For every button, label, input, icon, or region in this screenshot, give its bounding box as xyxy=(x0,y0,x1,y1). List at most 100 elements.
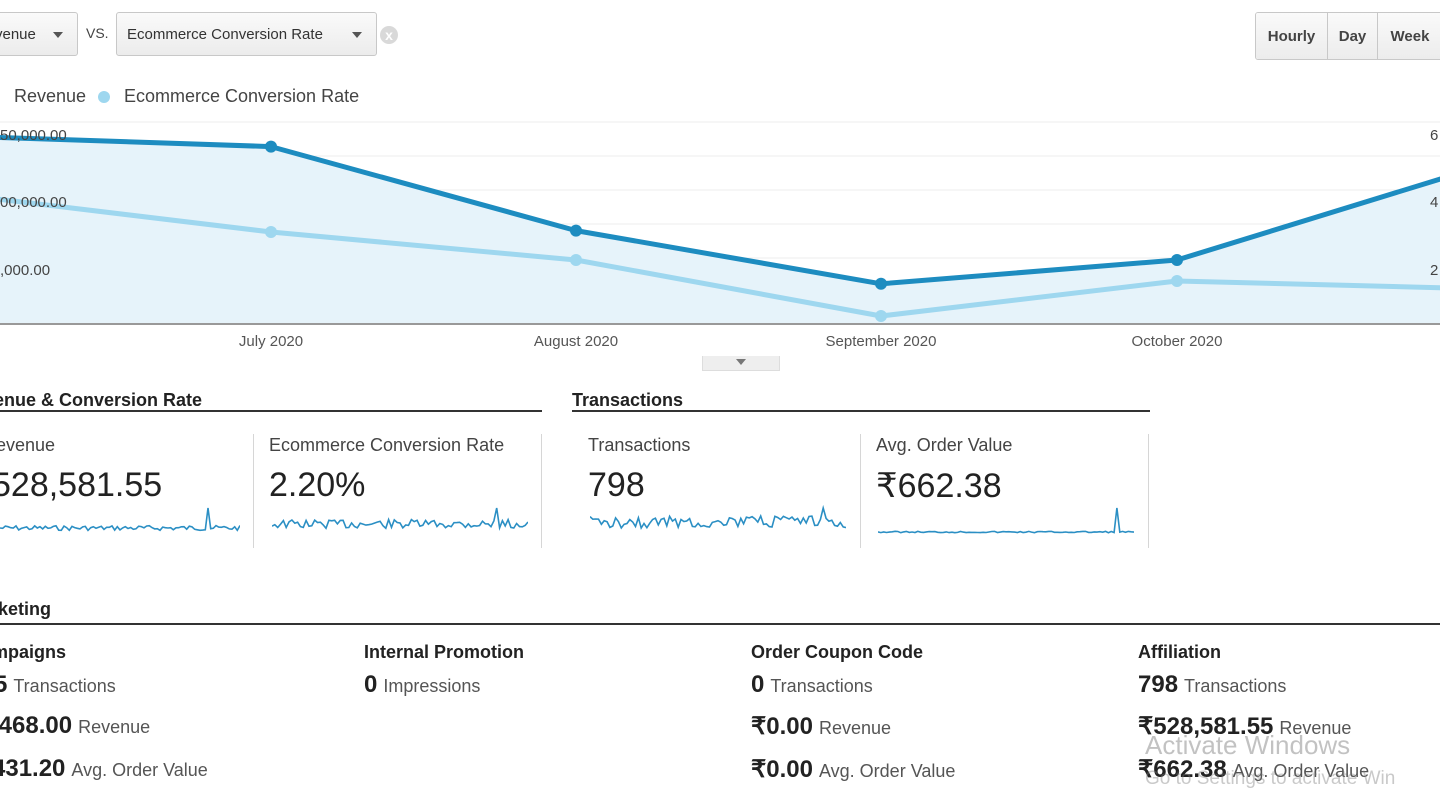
hourly-button[interactable]: Hourly xyxy=(1256,13,1328,59)
affiliation-transactions-label: Transactions xyxy=(1184,676,1287,696)
clear-comparison-icon[interactable]: x xyxy=(380,26,398,44)
campaigns-revenue-label: Revenue xyxy=(78,717,151,737)
campaigns-aov-value: 431.20 xyxy=(0,755,66,782)
coupon-row: 0 Transactions xyxy=(751,671,873,699)
vs-label: VS. xyxy=(86,25,109,41)
campaigns-transactions-label: Transactions xyxy=(13,676,116,696)
campaigns-row: ,468.00 Revenue xyxy=(0,712,150,740)
coupon-row: ₹0.00 Avg. Order Value xyxy=(751,755,955,784)
expand-chart-toggle[interactable] xyxy=(702,356,780,371)
conversion-point xyxy=(1171,275,1183,287)
chevron-down-icon xyxy=(53,32,63,38)
affiliation-aov-value: ₹662.38 xyxy=(1138,756,1227,783)
affiliation-revenue-label: Revenue xyxy=(1279,718,1352,738)
tile-divider xyxy=(253,434,254,548)
campaigns-aov-label: Avg. Order Value xyxy=(71,760,208,780)
tile-revenue-sparkline xyxy=(0,507,240,532)
revenue-area xyxy=(0,137,1440,324)
tile-conversion-sparkline xyxy=(272,507,528,532)
tile-transactions-sparkline-path xyxy=(590,504,846,530)
revenue-point xyxy=(265,140,277,153)
conversion-point xyxy=(265,226,277,238)
tile-divider xyxy=(541,434,542,548)
tile-conversion-sparkline-path xyxy=(272,507,528,532)
y-left-tick-2: 00,000.00 xyxy=(0,194,67,211)
tile-transactions-value: 798 xyxy=(588,466,645,504)
revenue-point xyxy=(1171,254,1183,266)
coupon-revenue-value: ₹0.00 xyxy=(751,713,813,740)
affiliation-aov-label: Avg. Order Value xyxy=(1232,761,1370,781)
coupon-transactions-label: Transactions xyxy=(770,676,873,696)
conversion-line xyxy=(0,196,1440,319)
tile-divider xyxy=(1148,434,1149,548)
chart-points xyxy=(265,140,1183,322)
chevron-down-icon xyxy=(352,32,362,38)
coupon-aov-label: Avg. Order Value xyxy=(818,761,956,781)
tile-divider xyxy=(860,434,861,548)
day-button[interactable]: Day xyxy=(1328,13,1378,59)
time-granularity-group: Hourly Day Week xyxy=(1255,12,1440,60)
tile-revenue-label: evenue xyxy=(0,435,56,455)
coupon-revenue-label: Revenue xyxy=(818,718,892,738)
tile-transactions-label: Transactions xyxy=(588,435,691,455)
tile-transactions-sparkline xyxy=(590,504,846,530)
affiliation-row: 798 Transactions xyxy=(1138,671,1286,699)
tile-revenue-value: 528,581.55 xyxy=(0,466,163,504)
tile-aov-value: ₹662.38 xyxy=(876,467,1002,505)
internal-promotion-impressions-label: Impressions xyxy=(383,676,481,696)
revenue-point xyxy=(570,224,582,237)
marketing-internal-promotion-title[interactable]: Internal Promotion xyxy=(364,642,525,662)
y-right-tick-3: 2 xyxy=(1430,262,1439,279)
tile-revenue-sparkline-path xyxy=(0,507,240,532)
campaigns-transactions-value: 5 xyxy=(0,671,8,698)
tile-conversion-label: Ecommerce Conversion Rate xyxy=(269,435,505,455)
marketing-section-title: keting xyxy=(0,599,52,619)
y-right-tick-2: 4 xyxy=(1430,194,1439,211)
tile-aov-sparkline xyxy=(878,507,1134,534)
marketing-section-rule xyxy=(0,623,1440,625)
revenue-line xyxy=(0,134,1440,287)
legend-conversion-label: Ecommerce Conversion Rate xyxy=(124,86,360,106)
marketing-campaigns-title[interactable]: mpaigns xyxy=(0,642,67,662)
primary-metric-dropdown[interactable]: venue xyxy=(0,12,78,56)
tile-aov-sparkline-path xyxy=(878,507,1134,534)
tile-conversion-value: 2.20% xyxy=(269,466,366,504)
transactions-section-title: Transactions xyxy=(572,390,684,410)
x-tick-august: August 2020 xyxy=(533,333,619,350)
tile-aov-label: Avg. Order Value xyxy=(876,435,1013,455)
revenue-point xyxy=(875,277,887,290)
compare-metric-value: Ecommerce Conversion Rate xyxy=(127,25,323,43)
x-tick-october: October 2020 xyxy=(1131,333,1223,350)
affiliation-row: ₹528,581.55 Revenue xyxy=(1138,712,1351,741)
windows-activation-subtext: Go to Settings to activate Win xyxy=(1145,768,1396,789)
marketing-order-coupon-title[interactable]: Order Coupon Code xyxy=(751,642,923,662)
legend-revenue[interactable]: Revenue xyxy=(0,86,86,107)
conversion-dot-icon xyxy=(98,90,110,103)
x-tick-september: September 2020 xyxy=(825,333,937,350)
revenue-section-rule xyxy=(0,410,542,412)
affiliation-revenue-value: ₹528,581.55 xyxy=(1138,713,1274,740)
y-left-tick-3: ,000.00 xyxy=(0,262,51,279)
compare-metric-dropdown[interactable]: Ecommerce Conversion Rate xyxy=(116,12,377,56)
primary-metric-value: venue xyxy=(0,25,36,43)
conversion-point xyxy=(570,254,582,266)
coupon-transactions-value: 0 xyxy=(751,671,765,698)
transactions-section-rule xyxy=(572,410,1150,412)
windows-activation-watermark: Activate Windows xyxy=(1145,730,1351,760)
campaigns-revenue-value: ,468.00 xyxy=(0,712,73,739)
marketing-affiliation-title[interactable]: Affiliation xyxy=(1138,642,1221,662)
chevron-down-icon xyxy=(736,359,746,365)
internal-promotion-impressions-value: 0 xyxy=(364,671,378,698)
week-button[interactable]: Week xyxy=(1378,13,1440,59)
legend-conversion[interactable]: Ecommerce Conversion Rate xyxy=(98,86,359,107)
coupon-row: ₹0.00 Revenue xyxy=(751,712,891,741)
line-chart xyxy=(0,121,1440,325)
internal-promotion-row: 0 Impressions xyxy=(364,671,480,699)
y-left-tick-1: 50,000.00 xyxy=(0,127,67,144)
revenue-section-title: enue & Conversion Rate xyxy=(0,390,203,410)
affiliation-transactions-value: 798 xyxy=(1138,671,1179,698)
coupon-aov-value: ₹0.00 xyxy=(751,756,813,783)
x-tick-july: July 2020 xyxy=(238,333,304,350)
campaigns-row: 5 Transactions xyxy=(0,671,116,699)
